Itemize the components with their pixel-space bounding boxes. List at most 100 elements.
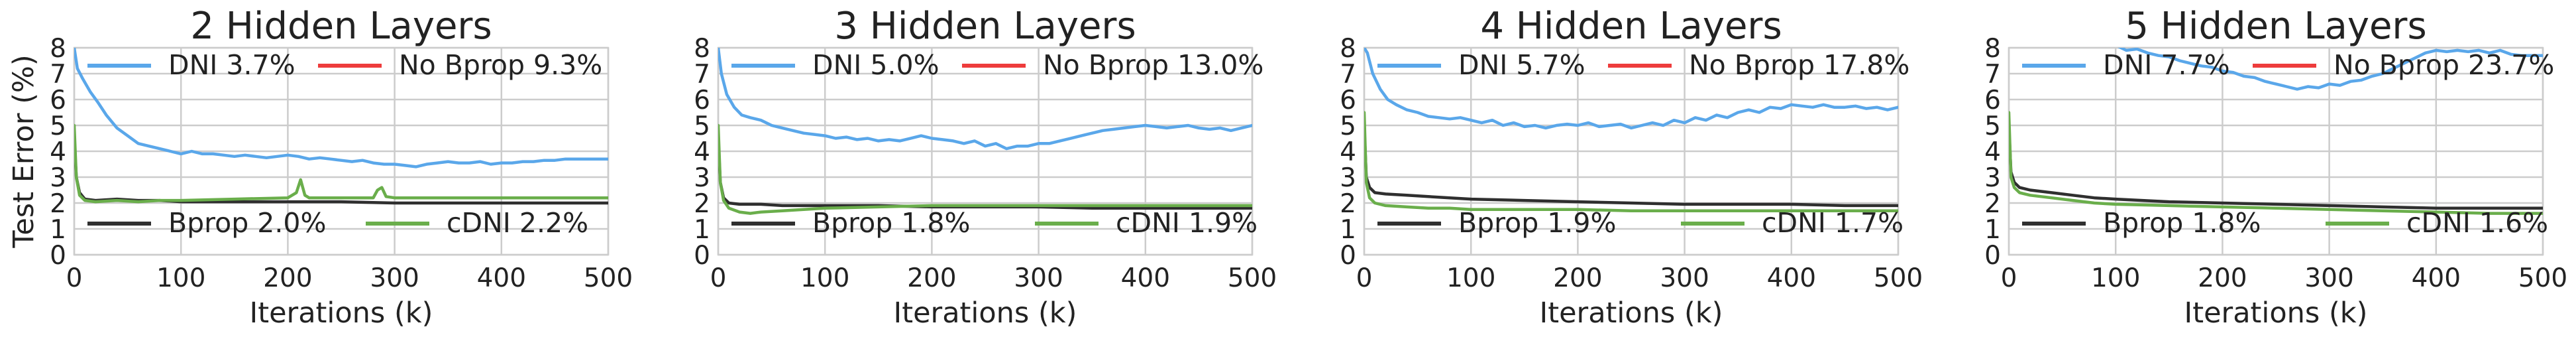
x-tick-label: 100: [156, 263, 205, 293]
y-tick-label: 6: [694, 86, 710, 115]
y-tick-label: 7: [1340, 60, 1356, 90]
y-tick-label: 1: [1984, 215, 2001, 245]
y-tick-label: 8: [1984, 34, 2001, 64]
series-line-cdni: [74, 123, 608, 204]
x-tick-label: 200: [263, 263, 312, 293]
legend-label-no-bprop: No Bprop 17.8%: [1689, 49, 1909, 81]
x-tick-label: 400: [477, 263, 526, 293]
x-tick-label: 100: [800, 263, 849, 293]
x-tick-label: 500: [1874, 263, 1923, 293]
y-tick-label: 3: [1340, 163, 1356, 193]
legend-label-dni: DNI 3.7%: [168, 49, 295, 81]
y-tick-label: 7: [50, 60, 66, 90]
y-tick-label: 0: [694, 241, 710, 271]
series-line-bprop: [1364, 123, 1898, 208]
series-line-cdni: [1364, 111, 1898, 212]
legend-label-bprop: Bprop 1.9%: [1458, 207, 1616, 239]
y-tick-label: 8: [694, 34, 710, 64]
x-tick-label: 500: [1228, 263, 1277, 293]
series-line-bprop: [2009, 123, 2543, 210]
x-axis-label: Iterations (k): [894, 297, 1077, 330]
series-group: [2009, 48, 2543, 215]
series-line-dni: [74, 48, 608, 169]
y-tick-label: 2: [694, 189, 710, 219]
x-tick-label: 100: [1446, 263, 1495, 293]
y-tick-label: 3: [50, 163, 66, 193]
y-tick-label: 6: [1984, 86, 2001, 115]
y-tick-label: 2: [50, 189, 66, 219]
series-line-bprop: [718, 137, 1252, 210]
series-group: [718, 48, 1252, 215]
x-tick-label: 200: [2198, 263, 2247, 293]
y-tick-label: 8: [1340, 34, 1356, 64]
x-tick-label: 300: [1014, 263, 1063, 293]
y-tick-label: 2: [1340, 189, 1356, 219]
x-tick-label: 300: [2304, 263, 2353, 293]
x-axis-label: Iterations (k): [1540, 297, 1723, 330]
y-tick-label: 7: [1984, 60, 2001, 90]
x-tick-label: 200: [907, 263, 956, 293]
y-tick-label: 0: [1984, 241, 2001, 271]
y-tick-label: 7: [694, 60, 710, 90]
x-tick-label: 500: [2518, 263, 2567, 293]
panel-title: 4 Hidden Layers: [1480, 5, 1782, 48]
x-tick-label: 0: [66, 263, 83, 293]
series-line-dni: [718, 48, 1252, 151]
series-line-dni: [1364, 48, 1898, 130]
y-tick-label: 1: [694, 215, 710, 245]
y-tick-label: 6: [50, 86, 66, 115]
y-tick-label: 2: [1984, 189, 2001, 219]
x-tick-label: 200: [1553, 263, 1602, 293]
y-tick-label: 6: [1340, 86, 1356, 115]
y-tick-label: 4: [50, 137, 66, 167]
legend-label-dni: DNI 5.0%: [812, 49, 939, 81]
x-tick-label: 0: [710, 263, 727, 293]
x-axis-label: Iterations (k): [2184, 297, 2368, 330]
panel-title: 2 Hidden Layers: [190, 5, 492, 48]
y-tick-label: 5: [1340, 111, 1356, 141]
x-axis-label: Iterations (k): [250, 297, 433, 330]
series-line-cdni: [718, 123, 1252, 215]
y-tick-label: 3: [694, 163, 710, 193]
x-tick-label: 100: [2091, 263, 2140, 293]
x-tick-label: 400: [2412, 263, 2461, 293]
y-tick-label: 5: [50, 111, 66, 141]
x-tick-label: 500: [584, 263, 633, 293]
legend-label-no-bprop: No Bprop 13.0%: [1043, 49, 1263, 81]
x-tick-label: 0: [2001, 263, 2017, 293]
series-line-dni: [2118, 48, 2543, 91]
y-axis-label: Test Error (%): [7, 54, 40, 248]
y-tick-label: 5: [1984, 111, 2001, 141]
y-tick-label: 8: [50, 34, 66, 64]
legend-label-cdni: cDNI 1.9%: [1116, 207, 1258, 239]
y-tick-label: 4: [1984, 137, 2001, 167]
legend-label-cdni: cDNI 2.2%: [447, 207, 588, 239]
legend-label-bprop: Bprop 1.8%: [812, 207, 970, 239]
y-tick-label: 4: [694, 137, 710, 167]
panel-title: 5 Hidden Layers: [2125, 5, 2426, 48]
legend-label-cdni: cDNI 1.6%: [2406, 207, 2548, 239]
series-line-cdni: [2009, 111, 2543, 215]
y-tick-label: 5: [694, 111, 710, 141]
y-tick-label: 4: [1340, 137, 1356, 167]
y-tick-label: 3: [1984, 163, 2001, 193]
panel-title: 3 Hidden Layers: [834, 5, 1136, 48]
legend-label-bprop: Bprop 1.8%: [2103, 207, 2261, 239]
series-group: [1364, 48, 1898, 212]
legend-label-bprop: Bprop 2.0%: [168, 207, 326, 239]
x-tick-label: 400: [1121, 263, 1170, 293]
legend-label-dni: DNI 5.7%: [1458, 49, 1585, 81]
x-tick-label: 0: [1356, 263, 1373, 293]
y-tick-label: 1: [50, 215, 66, 245]
legend-label-no-bprop: No Bprop 9.3%: [399, 49, 602, 81]
legend-label-cdni: cDNI 1.7%: [1762, 207, 1904, 239]
y-tick-label: 0: [1340, 241, 1356, 271]
legend-label-no-bprop: No Bprop 23.7%: [2334, 49, 2554, 81]
legend-label-dni: DNI 7.7%: [2103, 49, 2230, 81]
x-tick-label: 300: [1660, 263, 1709, 293]
